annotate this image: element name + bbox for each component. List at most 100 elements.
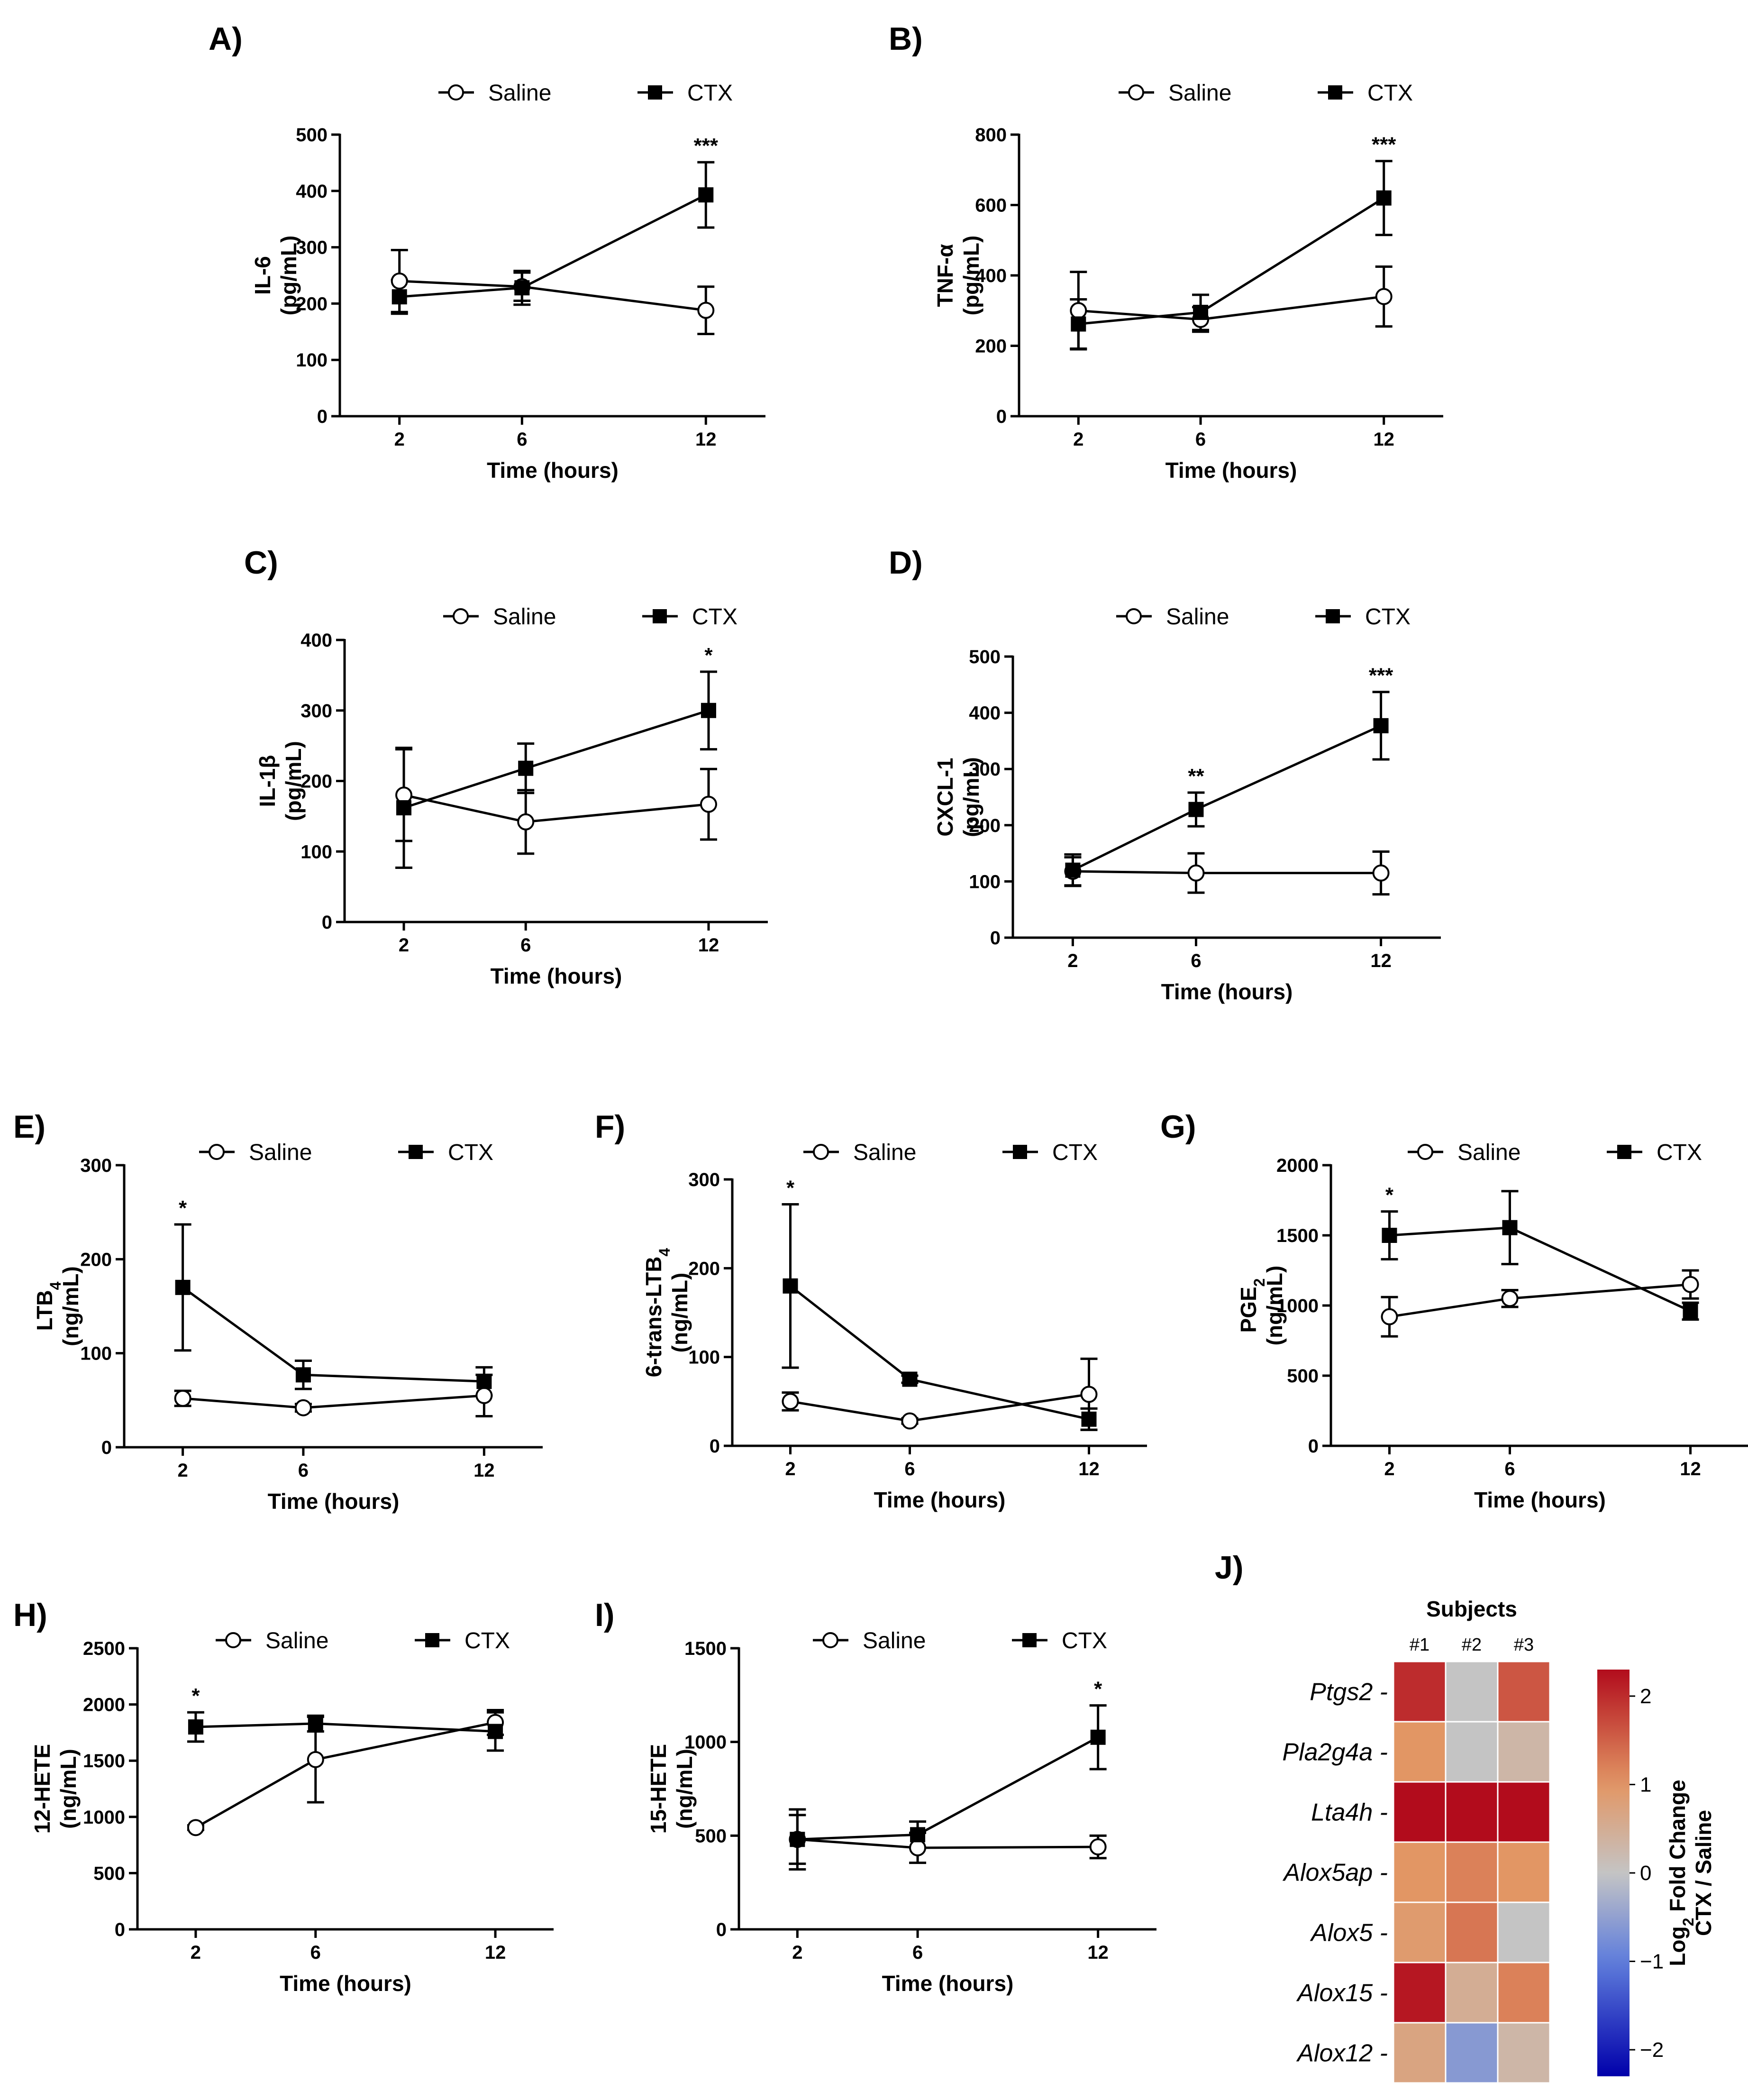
y-tick-label: 400 [300, 630, 332, 651]
data-point-ctx [476, 1374, 492, 1389]
heatmap-row-label: Alox15 - [1296, 1980, 1388, 2007]
legend-marker-saline [822, 1632, 838, 1648]
x-tick-label: 6 [310, 1942, 321, 1963]
y-axis-title: 12-HETE [30, 1744, 55, 1834]
x-tick-label: 12 [698, 935, 719, 956]
data-point-saline [700, 795, 717, 813]
heatmap-cell [1393, 2022, 1447, 2084]
series-line [1073, 870, 1381, 875]
data-point-saline [697, 301, 715, 319]
heatmap-cell [1497, 1661, 1551, 1723]
y-axis-unit: (ng/mL) [1262, 1266, 1287, 1346]
y-axis-title-name: 15-HETE [646, 1744, 671, 1834]
legend-label-ctx: CTX [464, 1628, 510, 1653]
y-tick-label: 100 [300, 841, 332, 862]
x-axis-title: Time (hours) [874, 1488, 1006, 1512]
legend-marker-ctx [1013, 1145, 1027, 1159]
heatmap-cell [1497, 2022, 1551, 2084]
legend-marker-ctx [1022, 1633, 1037, 1647]
y-tick-label: 0 [317, 406, 328, 427]
y-axis-title-name: LTB [32, 1290, 57, 1331]
panel-letter: C) [244, 545, 278, 581]
significance-marker: * [704, 644, 713, 667]
series-ctx [782, 1203, 1098, 1431]
data-point-saline [1381, 1308, 1398, 1325]
significance-marker: * [191, 1684, 200, 1707]
legend-marker-ctx [409, 1145, 423, 1159]
data-point-ctx [783, 1278, 798, 1294]
y-tick-label: 100 [969, 871, 1001, 892]
heatmap-cell [1445, 1781, 1499, 1843]
x-tick-label: 6 [520, 935, 531, 956]
colorbar-tick-label: −2 [1640, 2038, 1664, 2062]
data-point-saline [1375, 288, 1393, 305]
x-tick-label: 12 [1078, 1459, 1100, 1479]
data-point-ctx [698, 187, 714, 203]
data-point-saline [782, 1393, 799, 1410]
panel-b: B) Saline CTX 0 200 400 600 800 2 6 12 Time (hours)… [889, 21, 1443, 483]
series-line [403, 794, 709, 823]
y-tick-label: 0 [1308, 1436, 1319, 1457]
y-tick-label: 500 [969, 647, 1001, 667]
data-point-ctx [1090, 1729, 1106, 1745]
data-point-ctx [514, 280, 530, 296]
y-tick-label: 2000 [1276, 1155, 1319, 1176]
y-tick-label: 600 [975, 195, 1007, 216]
x-axis-title: Time (hours) [1165, 458, 1297, 483]
x-tick-label: 12 [473, 1460, 495, 1481]
y-tick-label: 2500 [83, 1638, 125, 1659]
y-axis-title-subscript: 4 [656, 1248, 673, 1257]
x-tick-label: 2 [394, 429, 405, 450]
heatmap-cell [1497, 1781, 1551, 1843]
series-line [195, 1721, 496, 1829]
series-ctx [174, 1223, 493, 1397]
heatmap-cell [1497, 1721, 1551, 1783]
panel-letter: D) [889, 545, 923, 581]
data-point-ctx [396, 800, 412, 816]
y-axis-title: IL-1β [255, 755, 280, 807]
series-saline [1064, 850, 1390, 896]
significance-marker: * [1094, 1678, 1102, 1701]
significance-marker: ** [1188, 765, 1204, 788]
colorbar [1597, 1670, 1630, 2076]
x-tick-label: 2 [399, 935, 409, 956]
legend-label-ctx: CTX [1367, 81, 1413, 106]
heatmap-row-label: Lta4h - [1311, 1799, 1388, 1826]
heatmap-cell [1445, 1721, 1499, 1783]
x-tick-label: 2 [792, 1942, 802, 1963]
legend: Saline CTX [199, 1140, 493, 1165]
data-point-ctx [308, 1716, 323, 1731]
panel-letter: E) [13, 1109, 46, 1145]
data-point-ctx [1188, 802, 1204, 817]
y-axis-title: 15-HETE [646, 1744, 671, 1834]
y-tick-label: 400 [296, 181, 328, 202]
data-point-ctx [1071, 316, 1086, 332]
heatmap-row-label: Alox12 - [1296, 2040, 1388, 2067]
x-tick-label: 6 [1504, 1459, 1515, 1479]
y-tick-label: 500 [296, 125, 328, 146]
y-axis-title-name: 12-HETE [30, 1744, 55, 1834]
legend-marker-ctx [653, 609, 667, 623]
data-point-ctx [790, 1832, 805, 1847]
heatmap-cell [1497, 1841, 1551, 1903]
heatmap-cell [1393, 1781, 1447, 1843]
y-tick-label: 200 [688, 1258, 720, 1279]
series-line [789, 1285, 1090, 1421]
y-tick-label: 200 [80, 1249, 112, 1270]
y-axis-unit: (pg/mL) [959, 757, 983, 837]
series-line [1389, 1226, 1691, 1313]
y-axis-title: TNF-α [933, 244, 957, 307]
legend-label-ctx: CTX [1052, 1140, 1098, 1165]
legend-label-saline: Saline [249, 1140, 312, 1165]
data-point-ctx [1081, 1411, 1097, 1427]
y-axis-title-name: IL-1β [255, 755, 280, 807]
legend-marker-saline [1128, 84, 1144, 100]
x-tick-label: 12 [1370, 950, 1392, 971]
y-axis-unit: (pg/mL) [959, 236, 983, 316]
y-tick-label: 500 [695, 1826, 727, 1846]
legend-label-ctx: CTX [448, 1140, 493, 1165]
series-saline [187, 1708, 504, 1831]
legend-label-ctx: CTX [1365, 604, 1411, 630]
y-tick-label: 1500 [1276, 1225, 1319, 1246]
x-tick-label: 6 [1191, 950, 1201, 971]
